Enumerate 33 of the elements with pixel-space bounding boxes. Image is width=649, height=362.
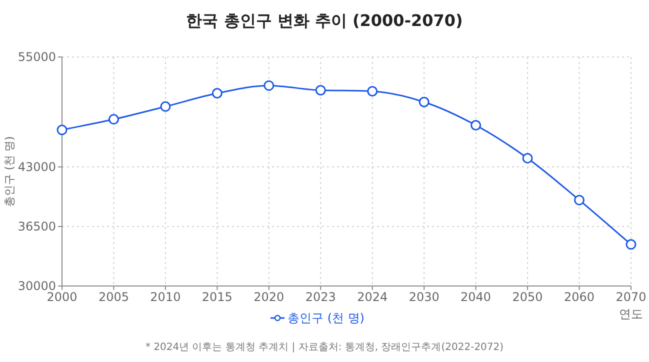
point	[574, 194, 585, 206]
x-tick-label: 2024	[357, 290, 388, 304]
x-tick-label: 2023	[305, 290, 336, 304]
point	[56, 124, 68, 136]
x-tick-label: 2015	[202, 290, 232, 304]
point	[470, 120, 482, 130]
point	[626, 239, 636, 250]
chart-title: 한국 총인구 변화 추이 (2000-2070)	[186, 11, 463, 30]
point	[264, 80, 274, 91]
y-tick-label: 30000	[18, 279, 56, 293]
point	[418, 96, 430, 108]
x-tick-label: 2050	[512, 290, 543, 304]
x-tick-label: 2000	[46, 290, 78, 304]
legend-label: 총인구 (천 명)	[288, 311, 364, 325]
x-tick-label: 2070	[616, 290, 646, 304]
x-tick-label: 2005	[98, 290, 129, 304]
point	[108, 114, 119, 125]
x-tick-label: 2010	[150, 290, 181, 304]
x-axis-title: 연도	[619, 307, 643, 321]
x-tick-label: 2060	[564, 290, 595, 304]
text: * 2024년 이후는 통계청 추계치 | 자료출처: 통계청, 장래인구추계(2022-2072)	[145, 342, 504, 353]
point	[367, 86, 378, 97]
y-tick-label: 36500	[18, 219, 56, 234]
y-axis-title: 총인구 (천 명)	[3, 136, 16, 207]
point	[315, 85, 326, 96]
point	[160, 101, 171, 112]
point	[522, 152, 533, 164]
point	[212, 88, 222, 99]
y-tick-label: 43000	[18, 160, 56, 174]
x-tick-label: 2020	[254, 290, 284, 304]
x-tick-label: 2030	[408, 290, 440, 304]
y-tick-label: 55000	[18, 50, 56, 64]
x-tick-label: 2040	[460, 290, 492, 304]
